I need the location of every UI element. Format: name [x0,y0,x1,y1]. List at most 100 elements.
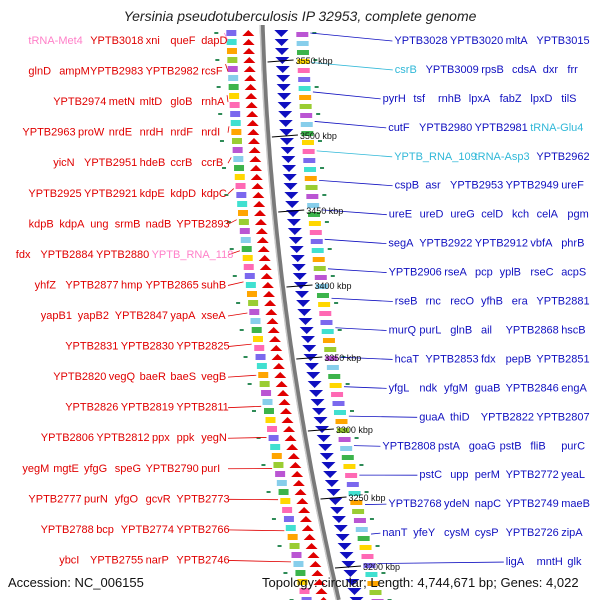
forward-gene-mark [277,390,290,396]
category-stripe [308,212,321,217]
gene-label: yicN [53,157,74,169]
gene-label: pyrH [383,93,406,105]
marker-dash [229,248,234,250]
reverse-gene-mark [280,147,295,154]
gene-label: YPTB2811 [176,402,228,414]
category-stripe [237,201,248,207]
category-stripe [291,552,302,558]
forward-gene-mark [289,462,302,468]
leader-line [321,209,387,216]
gene-label: nanT [382,527,407,539]
reverse-gene-mark [275,66,290,73]
forward-gene-mark [311,570,324,576]
reverse-gene-mark [286,219,301,226]
gene-label: yfgG [84,463,107,475]
gene-label: YPTB2981 [475,122,528,134]
kbp-tick-label: 3450 kbp [306,206,343,216]
feature-tracks [214,30,392,600]
leader-line [312,91,381,100]
category-stripe [304,167,317,172]
category-stripe [230,120,241,126]
gene-label: yegM [22,463,49,475]
leader-line [311,62,393,71]
forward-gene-mark [291,471,304,477]
category-stripe [298,86,311,91]
gene-label: perM [475,469,500,481]
category-stripe [296,41,309,46]
forward-gene-mark [287,453,300,459]
gene-label: pstA [438,440,461,452]
gene-label: rnhA [201,96,225,108]
reverse-gene-mark [330,507,345,514]
forward-gene-mark [268,336,281,342]
forward-gene-mark [262,291,275,297]
category-stripe [231,129,242,135]
marker-dash [337,329,342,331]
forward-gene-mark [264,300,277,306]
category-stripe [300,113,313,118]
gene-label: YPTB2774 [121,524,174,536]
kbp-tick-label: 3550 kbp [296,56,333,66]
gene-label: tRNA-Asp3 [475,151,530,163]
category-stripe [304,176,317,181]
category-stripe [249,309,260,315]
forward-gene-mark [284,435,297,441]
reverse-gene-mark [323,471,338,478]
leader-line [331,297,393,302]
category-stripe [309,230,322,235]
reverse-gene-mark [297,309,312,316]
gene-label: glk [567,556,582,568]
genome-stats-text: Topology: circular; Length: 4,744,671 bp… [262,575,579,590]
category-stripe [316,293,329,298]
gene-label: rnhB [438,93,461,105]
marker-dash [218,113,223,115]
kbp-tick-line [278,209,305,213]
marker-dash [354,437,359,439]
gene-label: glnB [450,324,472,336]
kbp-tick-label: 3350 kbp [324,353,361,363]
reverse-gene-mark [294,291,309,298]
gene-label: phrB [561,238,584,250]
forward-gene-mark [253,201,266,207]
category-stripe [298,77,311,82]
category-stripe [248,300,259,306]
reverse-gene-mark [292,273,307,280]
leader-line [227,405,262,409]
gene-label: nrdI [201,127,220,139]
gene-label: purC [561,440,585,452]
forward-gene-mark [286,444,299,450]
gene-label: fliB [530,440,545,452]
kbp-tick-line [334,565,362,569]
gene-label: thiD [450,411,470,423]
gene-label: YPTB3018 [90,35,143,47]
gene-label: yegN [201,432,227,444]
gene-label: YPTB2826 [65,402,118,414]
forward-gene-mark [315,588,328,594]
gene-label: YPTB2755 [90,554,143,566]
reverse-gene-mark [307,381,322,388]
gene-label: YPTB_RNA_118 [152,249,234,261]
reverse-gene-mark [299,327,314,334]
leader-line [339,356,393,360]
reverse-gene-mark [276,84,291,91]
category-stripe [299,104,312,109]
reverse-gene-mark [335,534,350,541]
gene-label: YPTB2881 [536,296,589,308]
gene-label: pstB [500,440,522,452]
gene-label: YPTB2877 [65,279,118,291]
gene-label: ampM [59,66,90,78]
gene-label: srmB [115,218,141,230]
category-stripe [275,471,286,477]
category-stripe [331,392,344,397]
category-stripe [346,482,359,487]
gene-label: queF [170,35,195,47]
gene-label: YPTB2980 [419,122,472,134]
category-stripe [320,320,333,325]
forward-gene-mark [309,561,322,567]
category-stripe [233,156,244,162]
forward-gene-mark [270,345,283,351]
leader-line [227,157,232,164]
reverse-gene-mark [285,201,300,208]
category-stripe [265,417,276,423]
